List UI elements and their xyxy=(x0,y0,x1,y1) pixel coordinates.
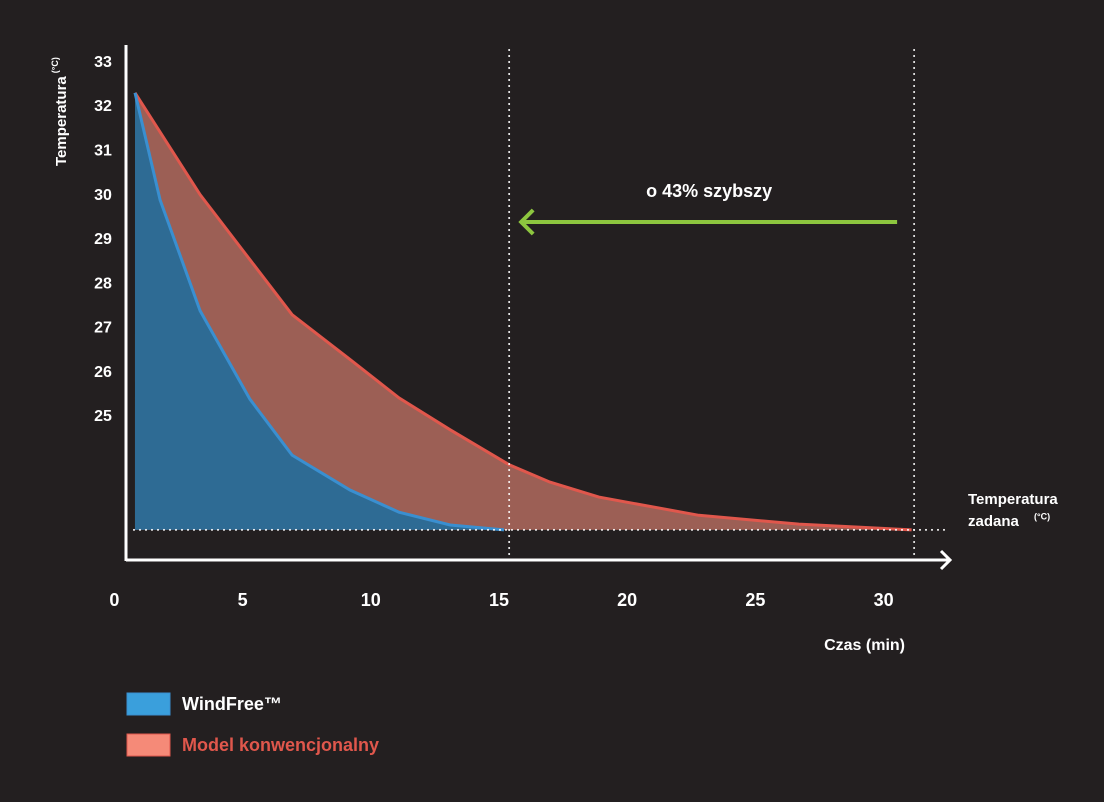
x-tick-label: 0 xyxy=(109,590,119,610)
annotation-text: o 43% szybszy xyxy=(646,181,772,201)
legend-label: WindFree™ xyxy=(182,694,282,714)
x-tick-label: 25 xyxy=(745,590,765,610)
legend-swatch xyxy=(126,692,171,716)
y-label-text: Temperatura xyxy=(53,76,70,166)
annotation-arrowhead xyxy=(518,208,535,236)
y-tick-label: 30 xyxy=(94,187,112,204)
x-axis-label: Czas (min) xyxy=(824,637,905,654)
area-fill xyxy=(134,92,912,530)
setpoint-unit: (°C) xyxy=(1034,511,1050,521)
y-tick-label: 25 xyxy=(94,408,112,425)
x-tick-label: 30 xyxy=(874,590,894,610)
x-tick-label: 15 xyxy=(489,590,509,610)
area-fill xyxy=(134,92,505,530)
setpoint-label: zadana xyxy=(968,513,1020,530)
setpoint-label: Temperatura xyxy=(968,491,1058,508)
y-tick-label: 32 xyxy=(94,98,112,115)
x-tick-label: 10 xyxy=(361,590,381,610)
y-tick-label: 26 xyxy=(94,364,112,381)
y-label-unit: (°C) xyxy=(50,57,60,73)
area-line xyxy=(133,91,912,532)
x-axis-arrow xyxy=(939,549,953,571)
area-line xyxy=(133,92,505,532)
legend-label: Model konwencjonalny xyxy=(182,735,379,755)
y-tick-label: 29 xyxy=(94,231,112,248)
y-tick-label: 28 xyxy=(94,275,112,292)
x-tick-label: 20 xyxy=(617,590,637,610)
y-axis-label: Temperatura (°C) xyxy=(50,57,70,166)
y-tick-label: 27 xyxy=(94,320,112,337)
y-tick-label: 31 xyxy=(94,142,112,159)
x-tick-label: 5 xyxy=(238,590,248,610)
y-tick-label: 33 xyxy=(94,54,112,71)
legend-swatch xyxy=(126,733,171,757)
